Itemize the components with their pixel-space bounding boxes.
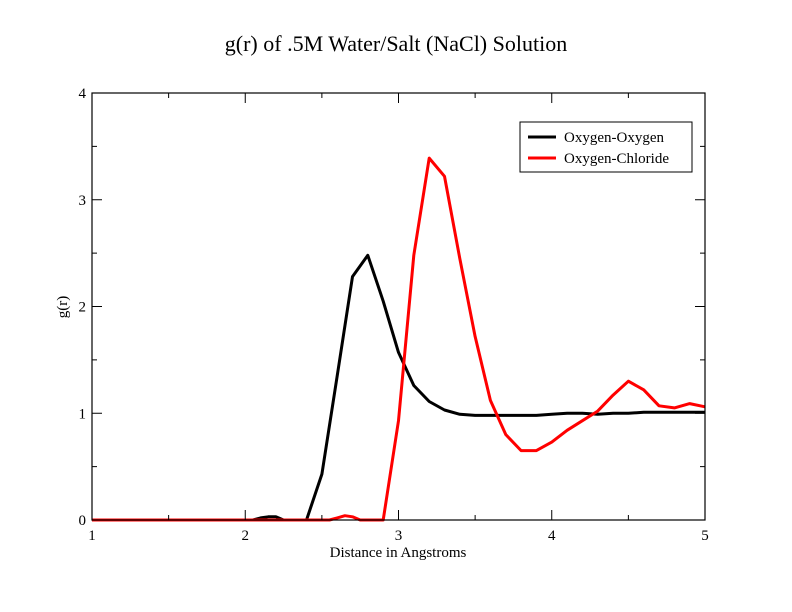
series-line-oxygen-chloride	[92, 156, 706, 522]
y-axis-label: g(r)	[55, 296, 71, 319]
y-tick-label: 2	[79, 300, 87, 316]
legend-box	[519, 121, 693, 173]
x-tick-label: 5	[701, 528, 709, 544]
legend-label-oxygen-chloride: Oxygen-Chloride	[564, 151, 669, 167]
x-axis-label: Distance in Angstroms	[330, 545, 467, 561]
y-tick-label: 1	[79, 406, 87, 422]
series-layer	[92, 156, 706, 522]
y-tick-label: 3	[79, 193, 87, 209]
series-line-oxygen-oxygen	[92, 253, 705, 522]
x-tick-label: 2	[242, 528, 250, 544]
y-tick-label: 0	[79, 513, 87, 529]
legend: Oxygen-Oxygen Oxygen-Chloride	[519, 121, 693, 173]
x-tick-label: 3	[395, 528, 403, 544]
x-tick-label: 4	[548, 528, 556, 544]
legend-label-oxygen-oxygen: Oxygen-Oxygen	[564, 130, 664, 146]
y-tick-label: 4	[79, 86, 87, 102]
chart-title: g(r) of .5M Water/Salt (NaCl) Solution	[225, 31, 567, 56]
x-tick-label: 1	[88, 528, 96, 544]
